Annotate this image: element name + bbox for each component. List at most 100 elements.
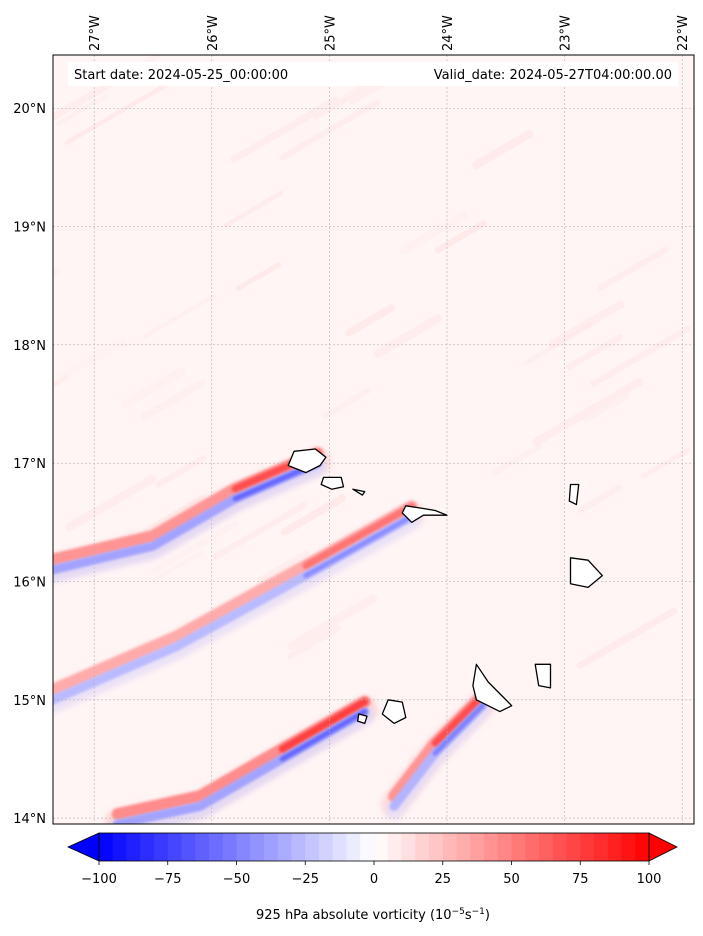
background-streak (566, 334, 623, 370)
colorbar-tick-label: −75 (154, 872, 181, 887)
background-streak (235, 262, 282, 291)
wake-positive-core (278, 698, 369, 753)
colorbar-segment (456, 833, 471, 861)
background-streak (143, 495, 206, 535)
colorbar-segments (99, 833, 650, 861)
colorbar-tick-label: −50 (223, 872, 250, 887)
background-streak (56, 93, 109, 126)
background-streak (64, 82, 169, 145)
x-axis-ticks: 27°W 26°W 25°W 24°W 23°W 22°W (88, 15, 691, 51)
colorbar-segment (277, 833, 292, 861)
wake-positive-core (302, 503, 416, 570)
background-streak (582, 392, 630, 423)
background-streak (576, 607, 678, 669)
colorbar-tick-label: 75 (572, 872, 589, 887)
wake-negative-core (432, 703, 485, 756)
background-streak (279, 99, 381, 161)
colorbar-segment (429, 833, 444, 861)
colorbar-segment (346, 833, 361, 861)
island-outline (381, 699, 407, 725)
background-streak (492, 443, 543, 476)
colorbar-segment (250, 833, 265, 861)
x-tick-label: 27°W (88, 15, 103, 51)
colorbar-segment (126, 833, 141, 861)
colorbar-segment (525, 833, 540, 861)
x-tick-label: 26°W (206, 15, 221, 51)
island-outline (287, 448, 327, 474)
island-outline (568, 483, 580, 506)
island-outline (352, 488, 366, 496)
island-outline (320, 476, 345, 490)
colorbar-segment (484, 833, 499, 861)
y-tick-label: 19°N (13, 221, 46, 236)
colorbar-segment (497, 833, 512, 861)
wake-positive-core (431, 692, 486, 747)
colorbar-segment (195, 833, 210, 861)
wake-streaks (53, 447, 496, 824)
background-streak (373, 314, 443, 358)
background-streak (56, 337, 127, 383)
colorbar-segment (539, 833, 554, 861)
colorbar-segment (209, 833, 224, 861)
colorbar-segment (264, 833, 279, 861)
colorbar-tick-label: −25 (292, 872, 319, 887)
background-streak (286, 624, 342, 660)
background-streak (590, 325, 692, 387)
colorbar-tick-label: 25 (434, 872, 451, 887)
gridlines (53, 55, 694, 824)
y-tick-label: 17°N (13, 457, 46, 472)
colorbar-segment (181, 833, 196, 861)
colorbar-segment (222, 833, 237, 861)
background-streak (223, 190, 284, 228)
colorbar-segment (99, 833, 114, 861)
colorbar-segment (401, 833, 416, 861)
map-panel: Start date: 2024-05-25_00:00:00 Valid_da… (13, 15, 695, 827)
colorbar-segment (140, 833, 155, 861)
colorbar-extend-max (648, 832, 678, 862)
colorbar-segment (291, 833, 306, 861)
background-streak (256, 549, 310, 584)
background-streak (53, 268, 60, 276)
island-outline (356, 713, 368, 725)
wake-streak-fogo-wake (104, 695, 378, 824)
island-outline (534, 663, 552, 689)
y-tick-label: 20°N (13, 102, 46, 117)
colorbar-segment (305, 833, 320, 861)
background-streak (434, 220, 487, 254)
colorbar-segment (415, 833, 430, 861)
background-streak (212, 502, 308, 560)
colorbar-segment (112, 833, 127, 861)
x-tick-label: 22°W (676, 15, 691, 51)
coastlines (287, 448, 603, 725)
wake-negative-core (303, 514, 415, 579)
background-streak (120, 367, 186, 409)
y-tick-label: 14°N (13, 812, 46, 827)
colorbar-segment (511, 833, 526, 861)
background-streak (597, 246, 669, 291)
wake-negative-core (279, 709, 368, 762)
colorbar-label: 925 hPa absolute vorticity (10−5s−1) (256, 907, 490, 923)
colorbar-segment (374, 833, 389, 861)
colorbar-segment (167, 833, 182, 861)
y-tick-label: 16°N (13, 575, 46, 590)
wake-streak-santiago-wake (381, 689, 496, 820)
map-frame (52, 54, 695, 825)
date-info-box (68, 62, 678, 86)
background-streak (141, 379, 207, 421)
background-streak (399, 211, 467, 255)
y-axis-ticks: 20°N 19°N 18°N 17°N 16°N 15°N 14°N (13, 102, 46, 827)
background-streak (548, 300, 625, 349)
colorbar-extend-min (67, 832, 100, 862)
colorbar-segment (387, 833, 402, 861)
colorbar-segment (442, 833, 457, 861)
colorbar-tick-label: −100 (81, 872, 117, 887)
valid-date-label: Valid_date: 2024-05-27T04:00:00.00 (434, 68, 672, 83)
background-streak (152, 550, 203, 583)
colorbar-segment (154, 833, 169, 861)
colorbar-tick-label: 0 (370, 872, 378, 887)
colorbar-segment (635, 833, 650, 861)
colorbar-segment (621, 833, 636, 861)
wake-streak-sao-nicolau-wake (53, 500, 425, 713)
colorbar-segment (594, 833, 609, 861)
